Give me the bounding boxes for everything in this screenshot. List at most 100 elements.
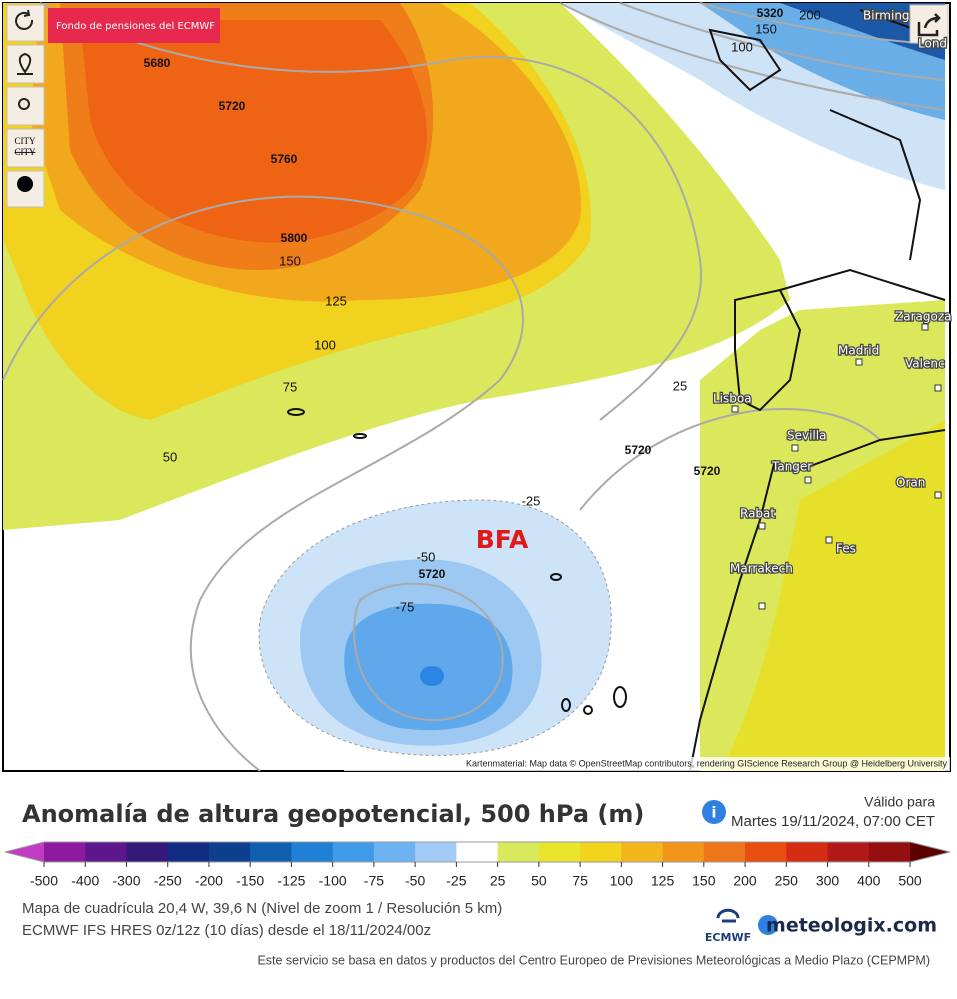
anomaly-neg-north-3 [780, 3, 945, 60]
reload-button[interactable] [6, 4, 45, 42]
city-button[interactable] [6, 128, 45, 168]
colorbar-tick-label: -75 [364, 873, 384, 889]
place-marker [825, 536, 833, 544]
attribution: Kartenmaterial: Map data © OpenStreetMap… [466, 758, 947, 768]
contour-label: 25 [673, 378, 687, 393]
colorbar-tick-label: -50 [405, 873, 425, 889]
place-label: Madrid [838, 344, 879, 358]
attribution-bg [344, 757, 950, 771]
colorbar-bin [167, 842, 210, 862]
colorbar-bin [703, 842, 746, 862]
contour-label: 5680 [144, 56, 171, 70]
anomaly-175 [80, 20, 427, 243]
colorbar-bin [456, 842, 499, 862]
isohypses [2, 2, 946, 772]
islands [287, 408, 627, 715]
location-button[interactable] [6, 44, 45, 84]
contour-label: 5720 [694, 464, 721, 478]
colorbar-tick-label: 400 [857, 873, 881, 889]
title: Anomalía de altura geopotencial, 500 hPa… [22, 800, 644, 828]
annotation: BFA [476, 525, 529, 554]
place-label: Birming [863, 9, 910, 23]
city-label: CITY [15, 136, 36, 146]
colorbar-tick-label: 125 [651, 873, 675, 889]
place-label: Rabat [740, 507, 775, 521]
contour-label: 100 [314, 337, 336, 352]
meteologix-icon [758, 915, 778, 935]
place-marker [921, 323, 929, 331]
colorbar-extend-high [910, 842, 950, 862]
place-marker [791, 444, 799, 452]
contour-label: 150 [755, 21, 777, 36]
place-marker [934, 491, 942, 499]
colorbar-bin [497, 842, 540, 862]
place-label: Fes [836, 542, 856, 556]
colorbar-tick-label: -300 [112, 873, 140, 889]
place-marker [758, 522, 766, 530]
colorbar-bin [827, 842, 870, 862]
colorbar-tick-label: -500 [30, 873, 58, 889]
anomaly-100-low [420, 666, 444, 686]
colorbar-tick-label: -150 [236, 873, 264, 889]
ecmwf-logo: ECMWF [705, 931, 751, 944]
contour-label: 75 [283, 379, 297, 394]
colorbar-tick-label: -25 [446, 873, 466, 889]
place-label: Marrakech [730, 562, 793, 576]
anomaly-75-east [720, 420, 945, 771]
contour-label: 5760 [271, 152, 298, 166]
contour-label: 5720 [219, 99, 246, 113]
colorbar-bin [85, 842, 127, 862]
colorbar-tick-label: -100 [319, 873, 347, 889]
info-line: Mapa de cuadrícula 20,4 W, 39,6 N (Nivel… [22, 900, 502, 917]
share-icon [917, 13, 941, 37]
map [2, 2, 951, 772]
colorbar-bin [208, 842, 251, 862]
zoom-button[interactable] [6, 86, 45, 126]
colorbar-bin [662, 842, 705, 862]
footer: Este servicio se basa en datos y product… [257, 953, 930, 967]
contour-label: 200 [799, 7, 821, 22]
colorbar-tick-label: -400 [71, 873, 99, 889]
contour-label: 125 [325, 293, 347, 308]
share-button[interactable] [909, 4, 949, 44]
colorbar-tick-label: 200 [733, 873, 757, 889]
place-label: Sevilla [787, 429, 826, 443]
colorbar-bin [44, 842, 86, 862]
colorbar-bin [250, 842, 292, 862]
contour-label: -50 [417, 549, 436, 564]
place-label: Tanger [771, 460, 812, 474]
colorbar: -500 -400 -300 -250 -200 -150 -125 -100 -75 -50 -2… [4, 841, 951, 889]
place-label: Lond [918, 37, 947, 51]
badge[interactable] [48, 8, 220, 43]
colorbar-extend-low [5, 842, 44, 862]
colorbar-bin [621, 842, 664, 862]
colorbar-bin [745, 842, 787, 862]
colorbar-tick-label: 500 [898, 873, 922, 889]
contour-label: 150 [279, 253, 301, 268]
ecmwf-icon [716, 908, 740, 923]
contour-label: -75 [396, 599, 415, 614]
colorbar-bin [868, 842, 911, 862]
colorbar-tick-label: 150 [692, 873, 716, 889]
colorbar-tick-label: 25 [490, 873, 506, 889]
location-icon [17, 52, 33, 75]
contour-label: 5720 [625, 443, 652, 457]
colorbar-bin [415, 842, 457, 862]
place-label: Zaragoza [895, 310, 951, 324]
place-marker [855, 358, 863, 366]
coastline-africa [689, 429, 946, 772]
info-button[interactable] [702, 800, 726, 824]
colorbar-tick-label: -200 [195, 873, 223, 889]
contour-label: 5320 [757, 6, 784, 20]
place-marker [804, 476, 812, 484]
contour-label: 100 [731, 39, 753, 54]
colorbar-tick-label: 50 [531, 873, 547, 889]
badge-text: Fondo de pensiones del ECMWF [56, 21, 215, 32]
contour-label: 5720 [419, 567, 446, 581]
coastline-iberia [734, 268, 946, 412]
colorbar-tick-label: 100 [610, 873, 634, 889]
place-marker [731, 405, 739, 413]
contour-label: 5800 [281, 231, 308, 245]
place-marker [758, 602, 766, 610]
